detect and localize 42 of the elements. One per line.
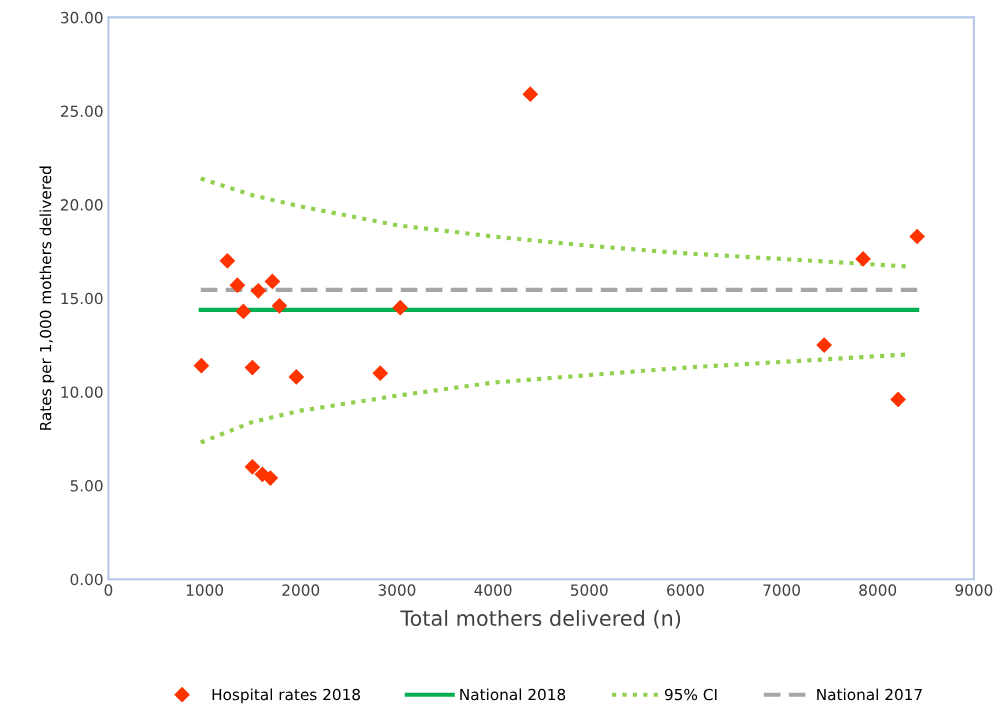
point — [219, 252, 236, 269]
x-tick-label: 8000 — [859, 584, 897, 596]
point — [262, 470, 279, 486]
legend-label: 95% CI — [664, 688, 717, 701]
x-tick-label: 5000 — [570, 584, 608, 596]
point — [522, 86, 539, 103]
x-tick-label: 9000 — [955, 584, 993, 596]
point — [909, 228, 925, 245]
y-axis-title: Rates per 1,000 mothers delivered — [39, 166, 55, 430]
point — [816, 337, 833, 353]
legend-label: Hospital rates 2018 — [212, 688, 360, 704]
point — [271, 297, 288, 314]
legend-label: National 2017 — [817, 688, 922, 701]
x-tick-label: 7000 — [763, 584, 800, 596]
point — [193, 357, 210, 374]
y-tick-label: 25.00 — [60, 105, 103, 118]
point — [250, 282, 267, 299]
point — [392, 299, 409, 316]
x-tick-label: 1000 — [186, 584, 224, 596]
y-tick-label: 15.00 — [61, 292, 103, 305]
y-tick-label: 20.00 — [60, 199, 103, 211]
y-tick-label: 5.00 — [70, 480, 103, 492]
point — [235, 303, 252, 320]
x-tick-label: 0 — [104, 584, 113, 596]
x-axis-title: Total mothers delivered (n) — [400, 609, 681, 629]
point — [890, 391, 906, 408]
y-tick-label: 10.00 — [61, 386, 103, 398]
point — [264, 273, 281, 290]
x-tick-label: 6000 — [667, 584, 704, 596]
point — [288, 369, 305, 385]
y-tick-label: 0.00 — [70, 573, 103, 586]
point — [244, 458, 261, 475]
line-series — [198, 176, 909, 269]
legend-label: National 2018 — [460, 688, 566, 701]
point — [244, 359, 261, 376]
point — [229, 277, 246, 294]
x-tick-label: 2000 — [282, 584, 320, 596]
point — [855, 251, 871, 267]
x-tick-label: 4000 — [474, 584, 512, 596]
y-tick-label: 30.00 — [61, 11, 103, 24]
x-tick-label: 3000 — [378, 584, 416, 596]
point — [372, 365, 389, 382]
